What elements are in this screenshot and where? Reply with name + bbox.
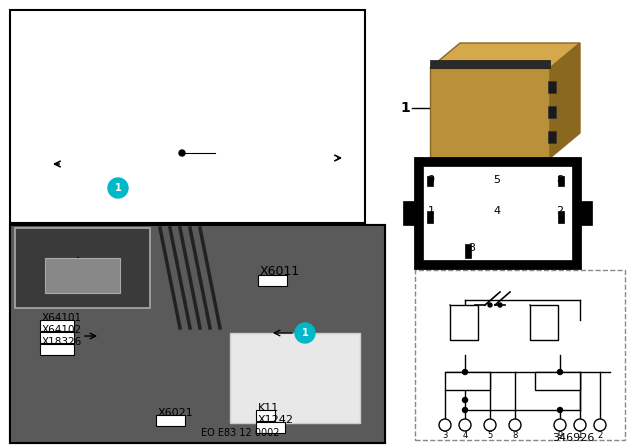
Bar — [25, 240, 140, 300]
Text: 4: 4 — [462, 431, 468, 439]
Circle shape — [509, 419, 521, 431]
Bar — [430, 68, 550, 158]
Text: 1: 1 — [400, 101, 410, 115]
Bar — [548, 81, 556, 93]
Bar — [548, 106, 556, 118]
Bar — [10, 225, 385, 443]
Circle shape — [295, 323, 315, 343]
Bar — [40, 332, 74, 343]
Text: 3: 3 — [442, 431, 448, 439]
Bar — [155, 228, 355, 358]
Bar — [258, 275, 287, 286]
Text: K11: K11 — [258, 403, 279, 413]
Text: EO E83 12 0002: EO E83 12 0002 — [201, 428, 279, 438]
Circle shape — [463, 408, 467, 413]
Bar — [40, 344, 74, 355]
Bar — [558, 211, 564, 223]
Text: 5: 5 — [493, 175, 500, 185]
Text: X64102: X64102 — [42, 325, 82, 335]
Bar — [40, 320, 74, 331]
Text: 1: 1 — [301, 328, 308, 338]
Bar — [10, 10, 365, 223]
Text: 8: 8 — [512, 431, 518, 439]
Text: X6011: X6011 — [260, 265, 300, 278]
Bar — [427, 211, 433, 223]
Bar — [450, 305, 478, 340]
Text: 8: 8 — [556, 175, 564, 185]
Circle shape — [463, 397, 467, 402]
Circle shape — [557, 408, 563, 413]
Text: 9: 9 — [557, 431, 563, 439]
Bar — [415, 158, 580, 268]
Polygon shape — [430, 43, 580, 68]
Bar — [10, 225, 385, 443]
Circle shape — [554, 419, 566, 431]
Bar — [403, 201, 415, 225]
Bar — [45, 258, 120, 293]
Text: 3: 3 — [468, 243, 476, 253]
Circle shape — [498, 303, 502, 307]
Circle shape — [439, 419, 451, 431]
Text: 2: 2 — [556, 206, 564, 216]
Text: 2: 2 — [597, 431, 603, 439]
Text: 4: 4 — [493, 206, 500, 216]
Bar — [535, 372, 580, 390]
Circle shape — [459, 419, 471, 431]
Bar — [548, 131, 556, 143]
Polygon shape — [550, 43, 580, 158]
Bar — [423, 166, 572, 260]
Bar — [465, 244, 471, 258]
Bar — [415, 270, 625, 440]
Text: 1: 1 — [115, 183, 122, 193]
Bar — [580, 201, 592, 225]
Bar — [445, 372, 490, 390]
Text: X18326: X18326 — [42, 337, 83, 347]
Bar — [256, 422, 285, 433]
Circle shape — [488, 303, 492, 307]
Bar — [230, 333, 360, 423]
Bar — [430, 60, 550, 68]
Text: X64101: X64101 — [42, 313, 82, 323]
Circle shape — [484, 419, 496, 431]
Circle shape — [574, 419, 586, 431]
Text: 346926: 346926 — [552, 433, 595, 443]
Circle shape — [463, 370, 467, 375]
Bar — [530, 305, 558, 340]
Bar — [427, 176, 433, 186]
Text: X1242: X1242 — [258, 415, 294, 425]
Circle shape — [594, 419, 606, 431]
Bar — [256, 410, 275, 421]
Text: 1: 1 — [577, 431, 582, 439]
Circle shape — [108, 178, 128, 198]
Circle shape — [557, 370, 563, 375]
Bar — [156, 415, 185, 426]
Text: X6021: X6021 — [158, 408, 194, 418]
Text: 1: 1 — [428, 206, 435, 216]
Circle shape — [179, 150, 185, 156]
Text: 5: 5 — [488, 431, 493, 439]
Text: 9: 9 — [428, 175, 435, 185]
Bar — [558, 176, 564, 186]
Bar — [155, 233, 340, 288]
Bar — [15, 228, 150, 308]
